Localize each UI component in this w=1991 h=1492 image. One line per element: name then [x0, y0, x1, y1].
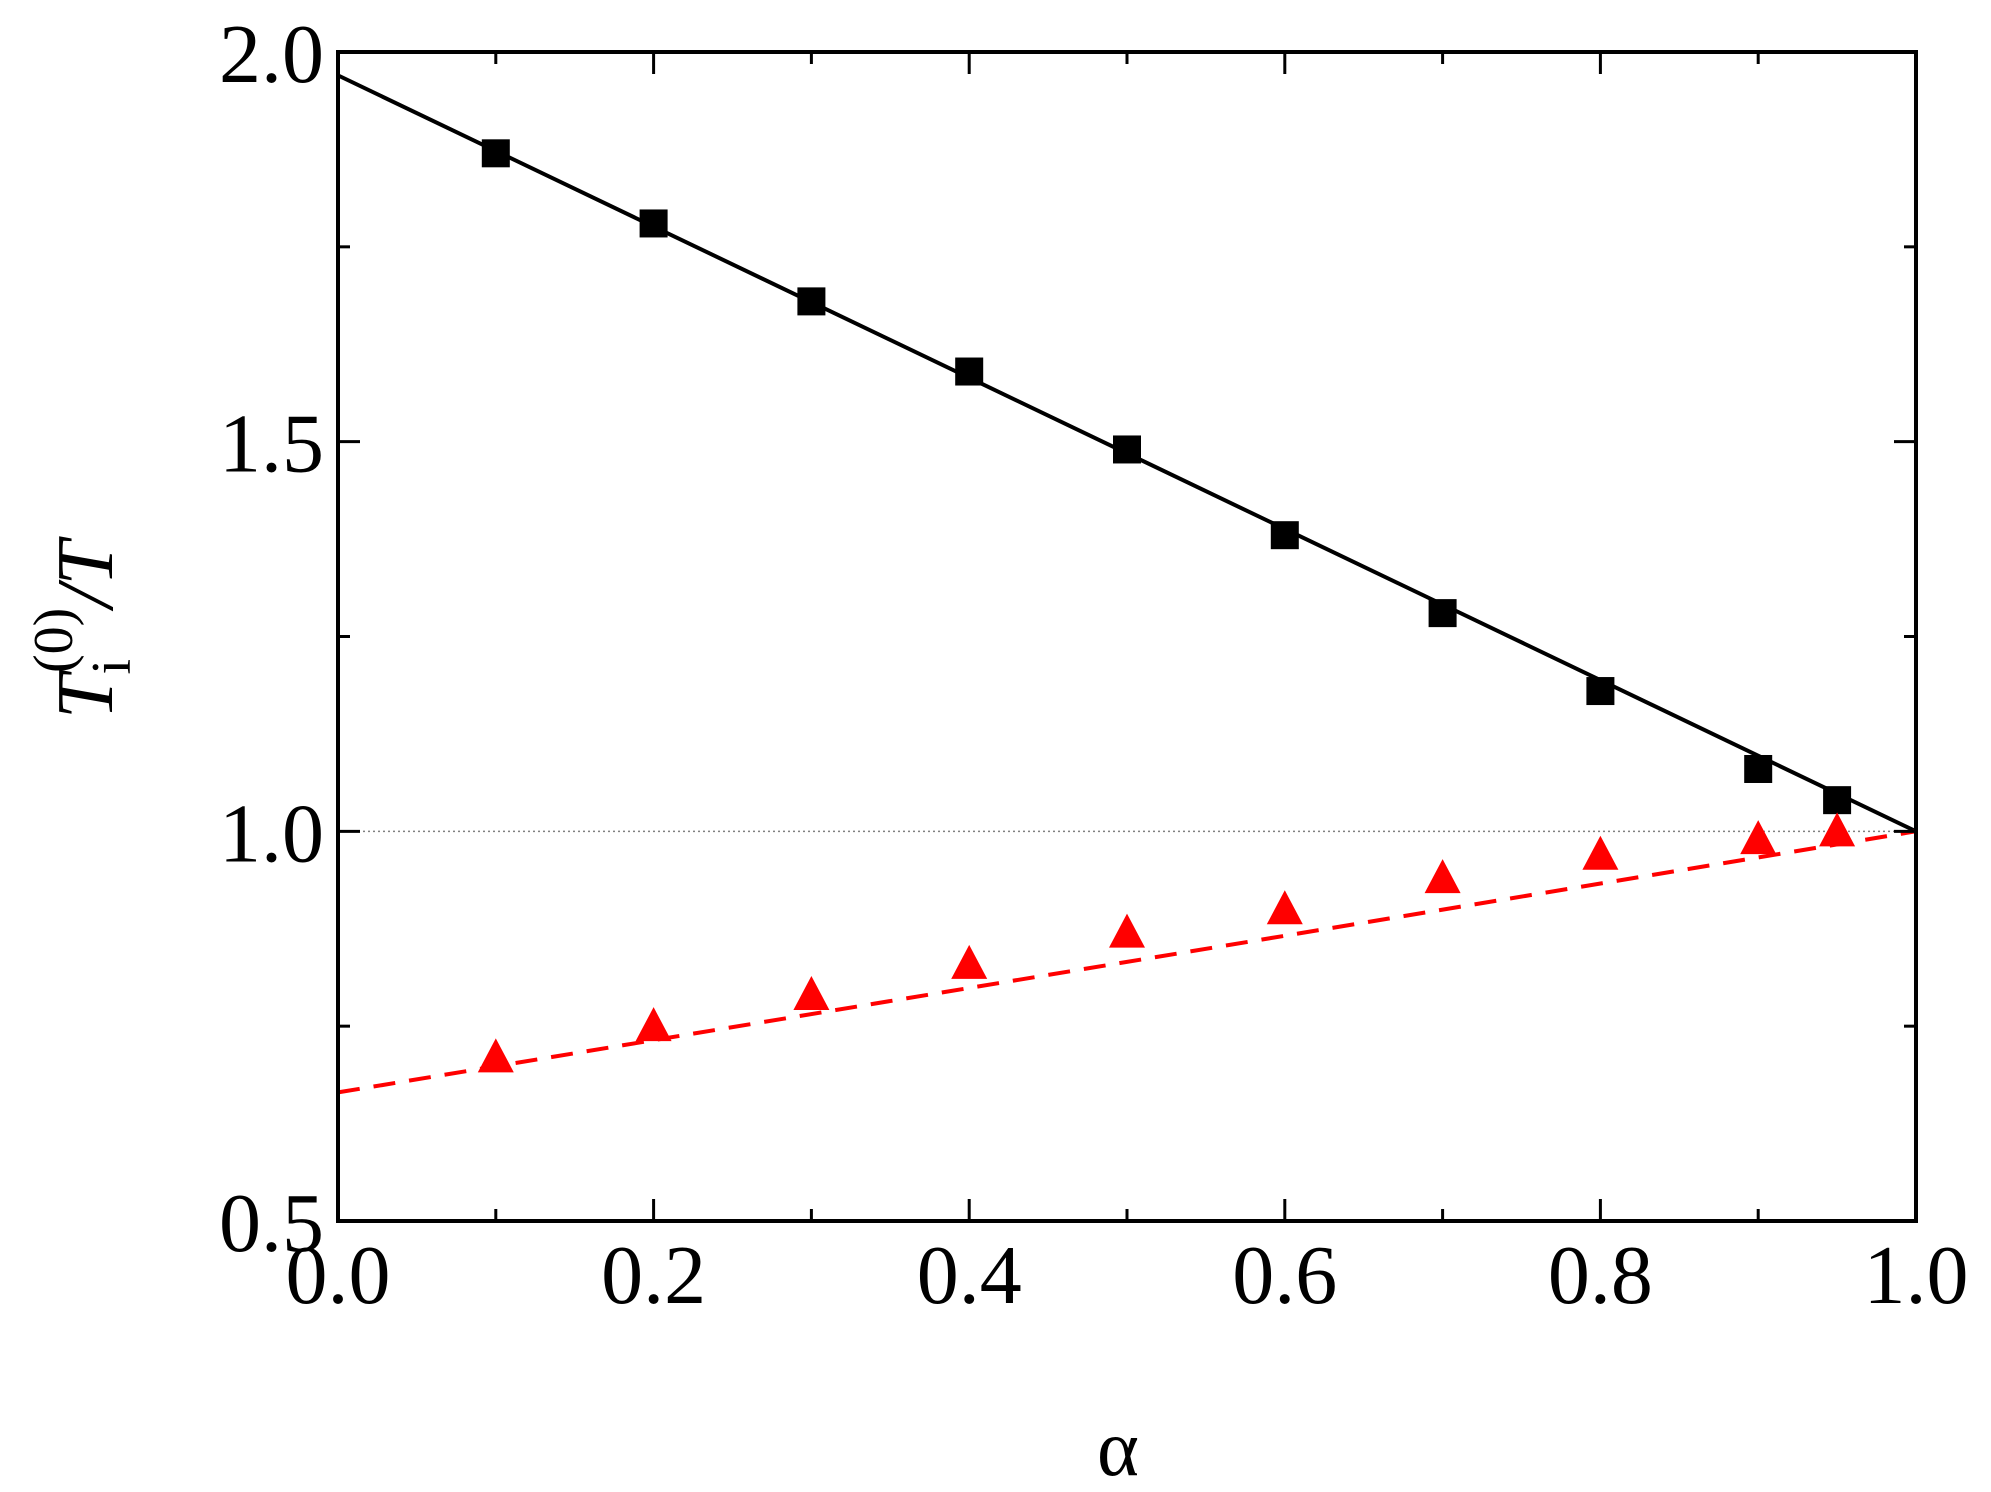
series-1-square-marker	[797, 287, 826, 316]
series-2-triangle-marker	[1424, 859, 1461, 894]
y-tick-label: 2.0	[219, 8, 324, 101]
series-2-triangle-marker	[635, 1007, 672, 1042]
series-1-square-marker	[1823, 786, 1852, 815]
series-1-square-marker	[639, 209, 668, 238]
series-1-square-marker	[1586, 677, 1615, 706]
series-2-triangle-marker	[1266, 890, 1303, 925]
series-1-square-marker	[1113, 435, 1141, 464]
series-2-triangle-marker	[1582, 835, 1619, 870]
series-1-square-marker	[1428, 599, 1457, 628]
x-tick-label: 0.0	[286, 1229, 391, 1322]
x-axis-title: α	[1097, 1405, 1139, 1492]
series-1-square-marker	[1270, 521, 1299, 550]
y-tick-label: 1.5	[219, 398, 324, 491]
series-1-square-marker	[481, 139, 510, 168]
series-2-line	[337, 829, 1917, 1095]
y-axis-title-subscript: i	[81, 659, 143, 675]
y-axis-title: Ti(0)/T	[23, 535, 143, 719]
y-axis-title-suffix: /T	[42, 535, 130, 611]
series-2-triangle-marker	[477, 1038, 514, 1073]
series-1-square-marker	[955, 357, 984, 386]
x-tick-label: 0.8	[1548, 1229, 1653, 1322]
y-tick-label: 0.5	[219, 1177, 324, 1270]
x-tick-label: 1.0	[1864, 1229, 1969, 1322]
x-tick-label: 0.4	[917, 1229, 1022, 1322]
tick-labels-layer: 0.0 0.2 0.4 0.6 0.8 1.0 0.5 1.0 1.5 2.0	[219, 8, 1969, 1322]
x-tick-label: 0.6	[1232, 1229, 1337, 1322]
plot-frame	[336, 50, 1918, 1223]
series-2-triangle-marker	[1109, 913, 1145, 948]
y-axis-title-base: T	[42, 669, 130, 719]
x-tick-label: 0.2	[601, 1229, 706, 1322]
series-1-square-marker	[1744, 754, 1773, 783]
series-2-triangle-marker	[951, 944, 988, 979]
y-tick-label: 1.0	[219, 787, 324, 880]
series-2-triangle-marker	[1740, 820, 1777, 855]
series-2-triangle-marker	[1819, 812, 1856, 847]
data-markers-layer	[477, 139, 1856, 1073]
axis-ticks-layer	[336, 50, 1918, 1223]
series-2-triangle-marker	[793, 975, 830, 1010]
y-axis-title-superscript: (0)	[23, 608, 85, 673]
